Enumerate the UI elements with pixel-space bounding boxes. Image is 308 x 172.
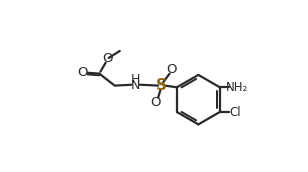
Text: N: N [131, 79, 140, 92]
Text: O: O [151, 96, 161, 109]
Text: O: O [167, 63, 177, 76]
Text: O: O [103, 52, 113, 65]
Text: NH₂: NH₂ [225, 81, 248, 94]
Text: Cl: Cl [229, 105, 241, 119]
Text: H: H [131, 73, 140, 86]
Text: S: S [156, 78, 167, 93]
Text: O: O [77, 66, 87, 79]
